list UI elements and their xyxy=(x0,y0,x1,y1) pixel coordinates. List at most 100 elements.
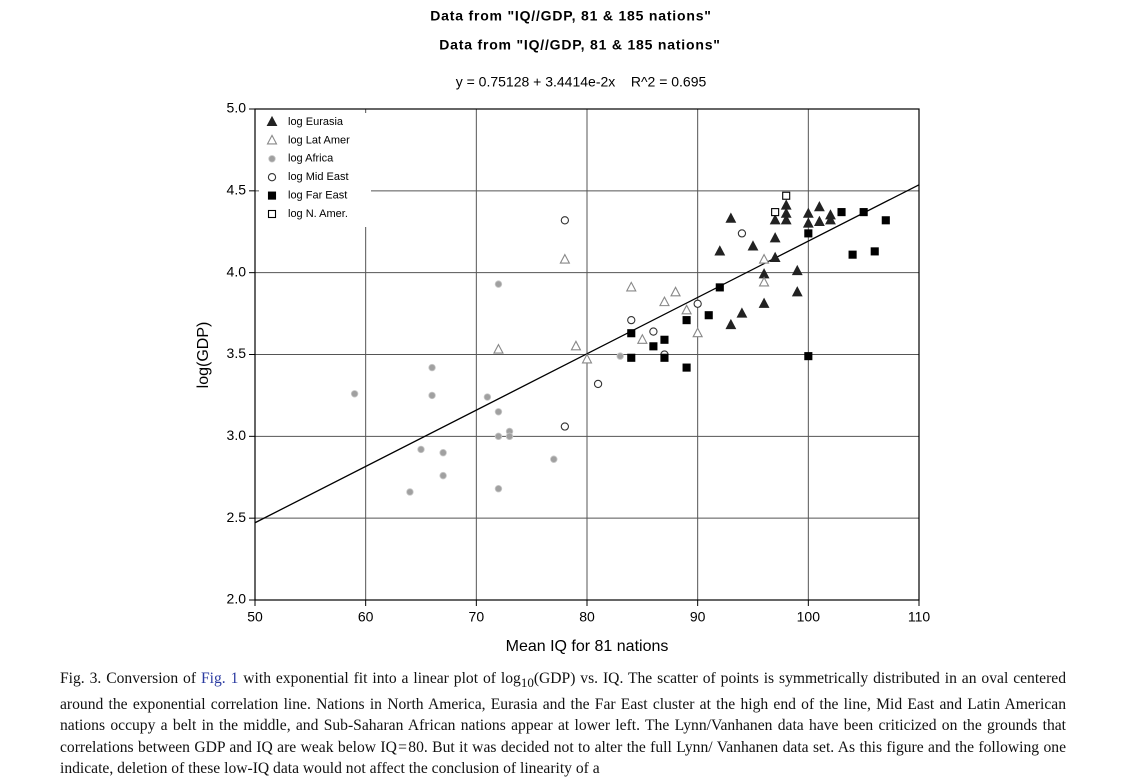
legend-marker xyxy=(267,191,277,200)
data-point xyxy=(714,245,726,256)
data-point xyxy=(428,391,436,400)
chart-title: Data from "IQ//GDP, 81 & 185 nations" xyxy=(430,8,711,24)
data-point xyxy=(825,214,836,225)
data-point xyxy=(725,318,737,330)
data-point xyxy=(813,215,825,226)
fit-equation: y = 0.75128 + 3.4414e-2x R^2 = 0.695 xyxy=(456,74,707,90)
data-point xyxy=(494,408,503,416)
data-point xyxy=(505,432,514,441)
data-point xyxy=(681,304,693,315)
data-point xyxy=(682,316,691,325)
legend-box xyxy=(259,113,371,227)
data-point xyxy=(417,445,425,454)
data-point xyxy=(758,297,770,308)
data-point xyxy=(859,208,868,217)
data-point xyxy=(636,333,648,344)
data-point xyxy=(493,343,504,354)
legend-label: log N. Amer. xyxy=(288,208,348,220)
y-tick-label: 3.0 xyxy=(227,427,247,443)
legend-label: log Mid East xyxy=(288,171,349,183)
data-point xyxy=(660,335,669,344)
data-point xyxy=(870,247,879,256)
data-point xyxy=(559,253,571,264)
data-point xyxy=(616,352,624,360)
data-point xyxy=(649,342,658,351)
data-point xyxy=(715,283,724,292)
data-point xyxy=(802,217,814,228)
y-tick-label: 4.0 xyxy=(227,263,247,279)
data-point xyxy=(625,281,637,292)
data-point xyxy=(780,214,792,225)
data-point xyxy=(692,327,704,338)
y-tick-label: 5.0 xyxy=(227,100,247,116)
legend-marker xyxy=(268,155,276,163)
y-axis-label: log(GDP) xyxy=(195,322,212,389)
y-tick-label: 2.0 xyxy=(227,591,247,607)
data-point xyxy=(406,488,414,496)
chart: Data from "IQ//GDP, 81 & 185 nations" Da… xyxy=(195,8,931,656)
x-axis-label: Mean IQ for 81 nations xyxy=(506,638,669,655)
data-point xyxy=(804,352,813,361)
legend-marker xyxy=(266,115,278,127)
data-point xyxy=(791,286,803,297)
x-tick-label: 110 xyxy=(908,609,931,625)
data-point xyxy=(439,471,447,480)
legend-marker xyxy=(267,173,277,182)
x-tick-label: 100 xyxy=(797,609,821,625)
caption-text: with exponential fit into a linear plot … xyxy=(238,670,521,687)
data-point xyxy=(736,307,748,318)
data-point xyxy=(593,379,603,389)
caption-text: (GDP) vs. IQ. The scatter of points is s… xyxy=(60,670,1066,777)
x-tick-label: 50 xyxy=(247,609,263,625)
data-point xyxy=(769,251,781,262)
data-point xyxy=(769,214,781,225)
y-tick-label: 2.5 xyxy=(227,509,247,525)
data-point xyxy=(570,340,582,351)
caption-subscript: 10 xyxy=(520,675,534,691)
data-point xyxy=(804,229,813,238)
figure-caption: Fig. 3. Conversion of Fig. 1 with expone… xyxy=(60,668,1066,777)
x-tick-label: 60 xyxy=(358,609,374,625)
data-point xyxy=(813,201,825,212)
figure-link[interactable]: Fig. 1 xyxy=(200,670,239,687)
data-point xyxy=(627,329,636,338)
data-point xyxy=(670,286,681,297)
x-tick-label: 70 xyxy=(469,609,485,625)
data-point xyxy=(494,485,503,493)
data-point xyxy=(769,232,781,243)
data-point xyxy=(693,299,702,308)
data-point xyxy=(439,449,447,457)
data-point xyxy=(848,250,857,259)
caption-text: Fig. 3. Conversion of xyxy=(60,670,201,687)
data-point xyxy=(627,353,636,362)
data-point xyxy=(704,311,713,320)
legend-label: log Lat Amer xyxy=(288,134,350,146)
data-point xyxy=(494,280,503,288)
data-point xyxy=(659,295,670,307)
data-point xyxy=(627,315,636,325)
data-point xyxy=(758,253,770,264)
y-tick-label: 4.5 xyxy=(227,182,247,198)
data-point xyxy=(494,432,503,441)
data-point xyxy=(737,229,747,238)
x-tick-label: 90 xyxy=(690,609,706,625)
plot-frame xyxy=(254,108,920,601)
data-point xyxy=(581,353,593,364)
legend-label: log Africa xyxy=(288,153,334,165)
chart-subtitle: Data from "IQ//GDP, 81 & 185 nations" xyxy=(439,37,720,53)
data-point xyxy=(782,191,791,200)
data-point xyxy=(350,390,359,398)
legend-label: log Far East xyxy=(288,190,347,202)
data-point xyxy=(725,212,737,223)
data-point xyxy=(802,207,814,218)
data-point xyxy=(771,208,780,217)
y-tick-label: 3.5 xyxy=(227,345,247,361)
data-point xyxy=(428,363,436,372)
x-tick-label: 80 xyxy=(579,609,595,625)
data-point xyxy=(660,353,669,362)
legend-label: log Eurasia xyxy=(288,116,344,128)
data-point xyxy=(791,264,803,276)
legend-marker xyxy=(266,134,278,145)
data-point xyxy=(682,363,691,372)
